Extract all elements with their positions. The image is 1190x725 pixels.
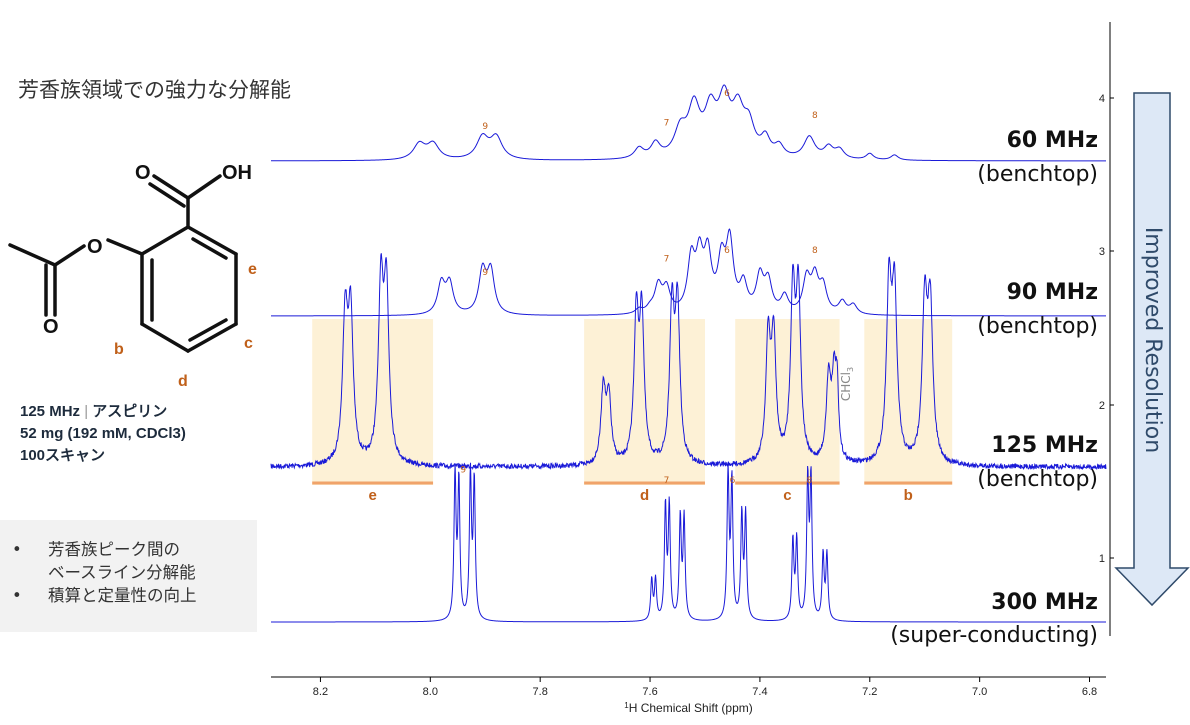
spectrum-field-label: 60 MHz	[1007, 128, 1098, 153]
resolution-arrow-label: Improved Resolution	[1140, 227, 1165, 453]
spectrum-line-90-MHz	[271, 228, 1106, 317]
spectrum-line-60-MHz	[271, 84, 1106, 162]
region-label-d: d	[640, 487, 649, 504]
ring-double-bond	[188, 318, 228, 342]
peak-atom-label: 7	[664, 119, 670, 129]
feature-item: 積算と定量性の向上	[12, 584, 257, 607]
highlight-region-d	[584, 319, 705, 485]
ester-bond	[106, 238, 144, 256]
spectrum-field-label: 90 MHz	[1007, 280, 1098, 305]
highlight-region-e	[312, 319, 434, 485]
peak-atom-label: 9	[460, 466, 466, 476]
highlight-region-b	[864, 319, 953, 485]
x-tick-label: 8.2	[313, 686, 328, 698]
peak-atom-label: 8	[812, 111, 818, 121]
proton-label-e: e	[248, 261, 257, 278]
ester-bond	[53, 244, 86, 267]
spectrum-line-125-MHz	[270, 253, 1107, 471]
carboxyl-bond	[152, 174, 190, 200]
feature-item-continued: ベースライン分解能	[48, 563, 196, 582]
ring-bond	[140, 225, 190, 256]
peak-atom-label: 8	[806, 476, 812, 486]
spectrum-type-label: (benchtop)	[977, 314, 1098, 339]
resolution-arrow	[1114, 92, 1190, 607]
sample-line-1: 125 MHz | アスピリン	[20, 401, 186, 423]
peak-atom-label: 9	[482, 268, 488, 278]
compound-name: アスピリン	[92, 403, 168, 420]
x-tick-label: 8.0	[423, 686, 438, 698]
peak-atom-label: 9	[482, 122, 488, 132]
region-label-e: e	[368, 487, 376, 504]
spectrum-type-label: (benchtop)	[977, 162, 1098, 187]
proton-label-c: c	[244, 335, 253, 352]
ring-bond	[186, 322, 238, 353]
sample-line-2: 52 mg (192 mM, CDCl3)	[20, 425, 186, 442]
hydroxyl-group: OH	[222, 162, 252, 184]
region-label-b: b	[904, 487, 913, 504]
field-strength: 125 MHz	[20, 403, 81, 420]
proton-label-d: d	[178, 373, 188, 390]
peak-atom-label: 6	[724, 246, 730, 256]
spectrum-type-label: (super-conducting)	[890, 623, 1098, 648]
acetyl-oxygen: O	[43, 316, 59, 338]
carboxyl-bond	[186, 174, 222, 200]
aspirin-structure: O OH O O e c b d	[8, 162, 257, 390]
feature-list: 芳香族ピーク間の ベースライン分解能 積算と定量性の向上	[0, 520, 257, 632]
page-heading: 芳香族領域での強力な分解能	[18, 78, 291, 102]
x-tick-label: 7.2	[862, 686, 877, 698]
x-tick-label: 7.4	[752, 686, 767, 698]
ring-bond	[186, 225, 238, 256]
x-tick-label: 7.8	[533, 686, 548, 698]
x-tick-label: 7.0	[972, 686, 987, 698]
solvent-peak-label: CHCl3	[839, 367, 855, 401]
carboxyl-double-bond	[148, 182, 186, 208]
peak-atom-label: 7	[664, 476, 670, 486]
sample-info: 125 MHz | アスピリン 52 mg (192 mM, CDCl3) 10…	[20, 401, 186, 467]
right-axis-tick-label: 3	[1099, 246, 1105, 258]
spectrum-type-label: (benchtop)	[977, 467, 1098, 492]
peak-atom-label: 6	[724, 89, 730, 99]
proton-label-b: b	[114, 341, 124, 358]
right-axis-tick-label: 2	[1099, 400, 1105, 412]
separator: |	[84, 403, 89, 420]
peak-atom-label: 7	[664, 255, 670, 265]
x-tick-label: 6.8	[1082, 686, 1097, 698]
right-axis-tick-label: 1	[1099, 553, 1105, 565]
peak-atom-label: 6	[730, 476, 736, 486]
x-tick-label: 7.6	[642, 686, 657, 698]
feature-item: 芳香族ピーク間の	[12, 538, 257, 561]
spectrum-line-300-MHz	[271, 462, 1106, 623]
sample-line-3: 100スキャン	[20, 447, 106, 464]
spectrum-field-label: 125 MHz	[991, 433, 1098, 458]
region-label-c: c	[783, 487, 791, 504]
peak-atom-label: 8	[812, 246, 818, 256]
ring-bond	[140, 322, 190, 353]
spectrum-field-label: 300 MHz	[991, 590, 1098, 615]
ring-double-bond	[191, 237, 228, 260]
right-axis-tick-label: 4	[1099, 93, 1105, 105]
x-axis-title: 1H Chemical Shift (ppm)	[624, 701, 752, 715]
carbonyl-oxygen: O	[135, 162, 151, 184]
methyl-bond	[8, 243, 57, 267]
ester-oxygen: O	[87, 236, 103, 258]
